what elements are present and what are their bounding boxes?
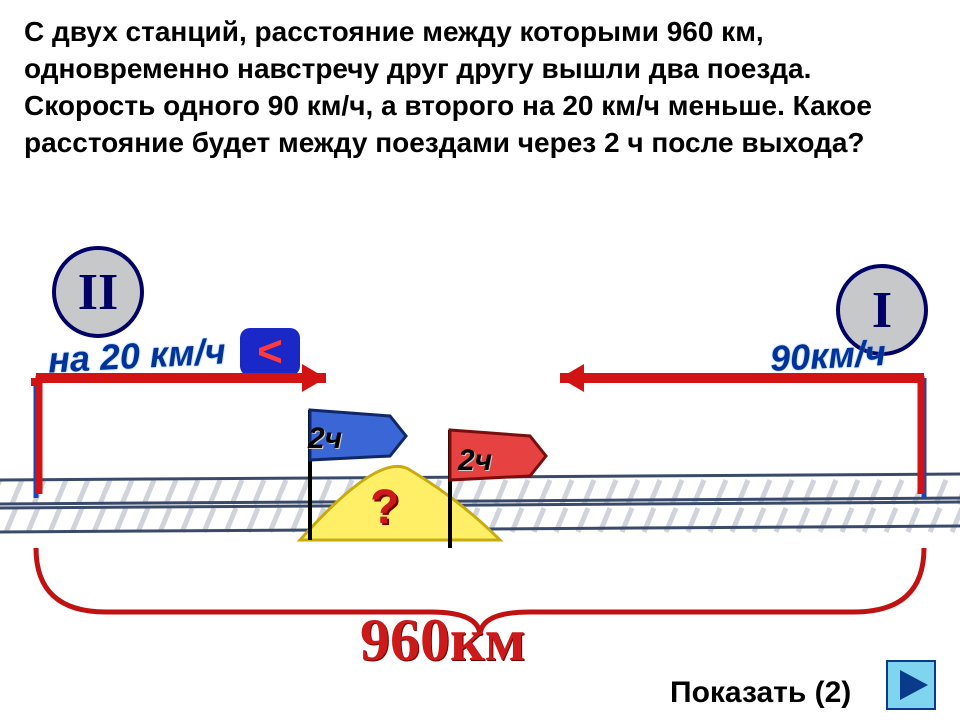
stage: С двух станций, расстояние между которым… bbox=[0, 0, 960, 720]
play-button[interactable] bbox=[886, 660, 936, 710]
total-distance-label: 960км bbox=[360, 606, 525, 675]
play-icon bbox=[886, 660, 936, 710]
flag-right-label: 2ч bbox=[458, 444, 492, 478]
flag-left-label: 2ч bbox=[308, 422, 342, 456]
show-button-label[interactable]: Показать (2) bbox=[670, 676, 851, 710]
question-mark: ? bbox=[370, 480, 399, 535]
